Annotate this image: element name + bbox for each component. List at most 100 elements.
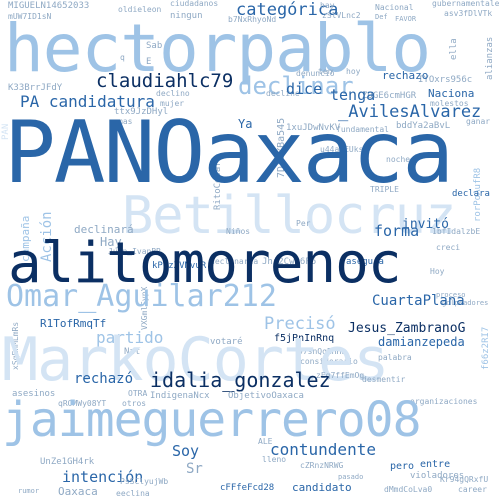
word: mujer <box>160 99 185 108</box>
word: q <box>120 53 125 62</box>
word: alitomorenoc <box>8 231 402 296</box>
word: tenga <box>330 86 376 104</box>
word: mUW7ID1sN <box>8 12 52 21</box>
word: Nat <box>124 347 141 357</box>
word: zEg7ffEmOg <box>316 371 365 380</box>
word: 1xuJDwNvKV <box>286 123 341 133</box>
word: 97snQqEHHa <box>298 347 347 356</box>
word: Nacional <box>375 3 414 12</box>
word: Sr <box>186 461 203 477</box>
word: Per <box>296 219 311 228</box>
word: lleno <box>262 455 287 464</box>
word: ObjetivoOaxaca <box>228 391 304 401</box>
word: OTRA <box>128 389 148 398</box>
word: declinará <box>74 223 134 236</box>
word: qROMWy08YT <box>58 399 107 408</box>
word: eeclina <box>116 489 150 498</box>
word: dice <box>286 80 323 98</box>
word: candidato <box>292 481 352 494</box>
word: pero <box>390 461 415 472</box>
word: declinar <box>238 72 354 100</box>
word: rumor <box>18 487 40 495</box>
word: partido <box>96 328 164 347</box>
word: ALE <box>258 437 273 446</box>
word: gubernamentales <box>432 0 500 8</box>
word: asv3fDlVTk <box>444 9 493 18</box>
word: hoy <box>346 67 361 76</box>
word: f66z2RI7 <box>481 326 491 370</box>
word: ganar <box>466 117 491 126</box>
word: Def <box>375 13 388 21</box>
word: IYOxrs956c <box>418 75 473 85</box>
word: Jhj2CwR6P6 <box>262 257 317 267</box>
word: molestos <box>430 99 469 108</box>
word: proceso <box>436 291 466 299</box>
word: R1TofRmqTf <box>40 317 107 330</box>
word: invitó <box>402 217 449 232</box>
word: desmentir <box>362 375 406 384</box>
word: asegura <box>346 257 384 267</box>
word: ciudadanos <box>170 0 219 8</box>
word: declino <box>156 89 190 98</box>
word: MIGUELN14652033 <box>8 1 90 11</box>
word: organizaciones <box>410 397 478 406</box>
word: violadores <box>410 471 465 481</box>
word: Sab <box>146 41 163 51</box>
word: hectorpablo <box>4 10 431 87</box>
word: Soy <box>172 442 200 460</box>
word: zSlVLnc2 <box>322 11 361 20</box>
word: rechazo <box>382 69 429 82</box>
word: Hay <box>100 235 122 249</box>
word: IndigenaNcx <box>150 391 210 401</box>
word: MarkoCortes <box>2 325 389 395</box>
word: UnZe1GH4rk <box>40 457 95 467</box>
word: rechazó <box>74 371 134 387</box>
word: b7NxRhyoNd <box>228 15 277 24</box>
word: idalia_gonzalez <box>150 368 331 392</box>
word: creci <box>436 243 461 252</box>
word: entre <box>420 459 451 470</box>
word: dMmdCoLva0 <box>384 485 433 494</box>
word: considerario <box>300 357 358 366</box>
word: ella <box>449 38 459 60</box>
word: decline <box>266 89 300 98</box>
word: 1bfIdalzbE <box>432 227 481 236</box>
word: otros <box>122 399 147 408</box>
word: ten <box>318 67 333 76</box>
word: Omar_Aguilar212 <box>6 279 277 314</box>
word: claudiahlc79 <box>96 70 234 92</box>
word: alianzas <box>485 36 495 80</box>
word: PANOaxaca <box>4 103 454 203</box>
word: PA candidatura <box>20 92 155 111</box>
word: ningun <box>170 11 203 21</box>
word: denunció <box>296 69 335 78</box>
word: hay <box>320 1 335 10</box>
word: ttx9JzDHyl <box>114 107 169 117</box>
word: Oaxaca <box>58 485 98 498</box>
word: FAVOR <box>395 15 417 23</box>
word: declara <box>452 189 490 199</box>
word: f5jPnInRnq <box>274 333 335 344</box>
word: pasado <box>338 473 364 481</box>
word: intención <box>62 468 144 486</box>
word: cFFfeFcd28 <box>220 483 275 493</box>
word: E <box>146 57 152 67</box>
word: Ya <box>238 117 253 131</box>
word: jaimeguerrero08 <box>2 392 421 448</box>
word: damianzepeda <box>378 335 465 349</box>
word: votaré <box>210 337 243 347</box>
word: Kr94gQRxfU <box>440 475 489 484</box>
word: Niños <box>226 227 251 236</box>
word: ZQGE6cmHGR <box>362 91 417 101</box>
word: golpeadores <box>442 299 489 307</box>
word: palabra <box>378 353 412 362</box>
word: cZRnzNRWG <box>300 461 344 470</box>
word: categórica <box>236 0 339 20</box>
word: TRIPLE <box>370 185 399 194</box>
word: noche <box>386 155 411 164</box>
word: K33BrrJFdY <box>8 83 63 93</box>
word: bddYa2aBvL <box>396 121 451 131</box>
word: Betillocruz <box>122 186 456 246</box>
word: forma <box>374 222 420 240</box>
word: Naciona <box>428 87 475 100</box>
